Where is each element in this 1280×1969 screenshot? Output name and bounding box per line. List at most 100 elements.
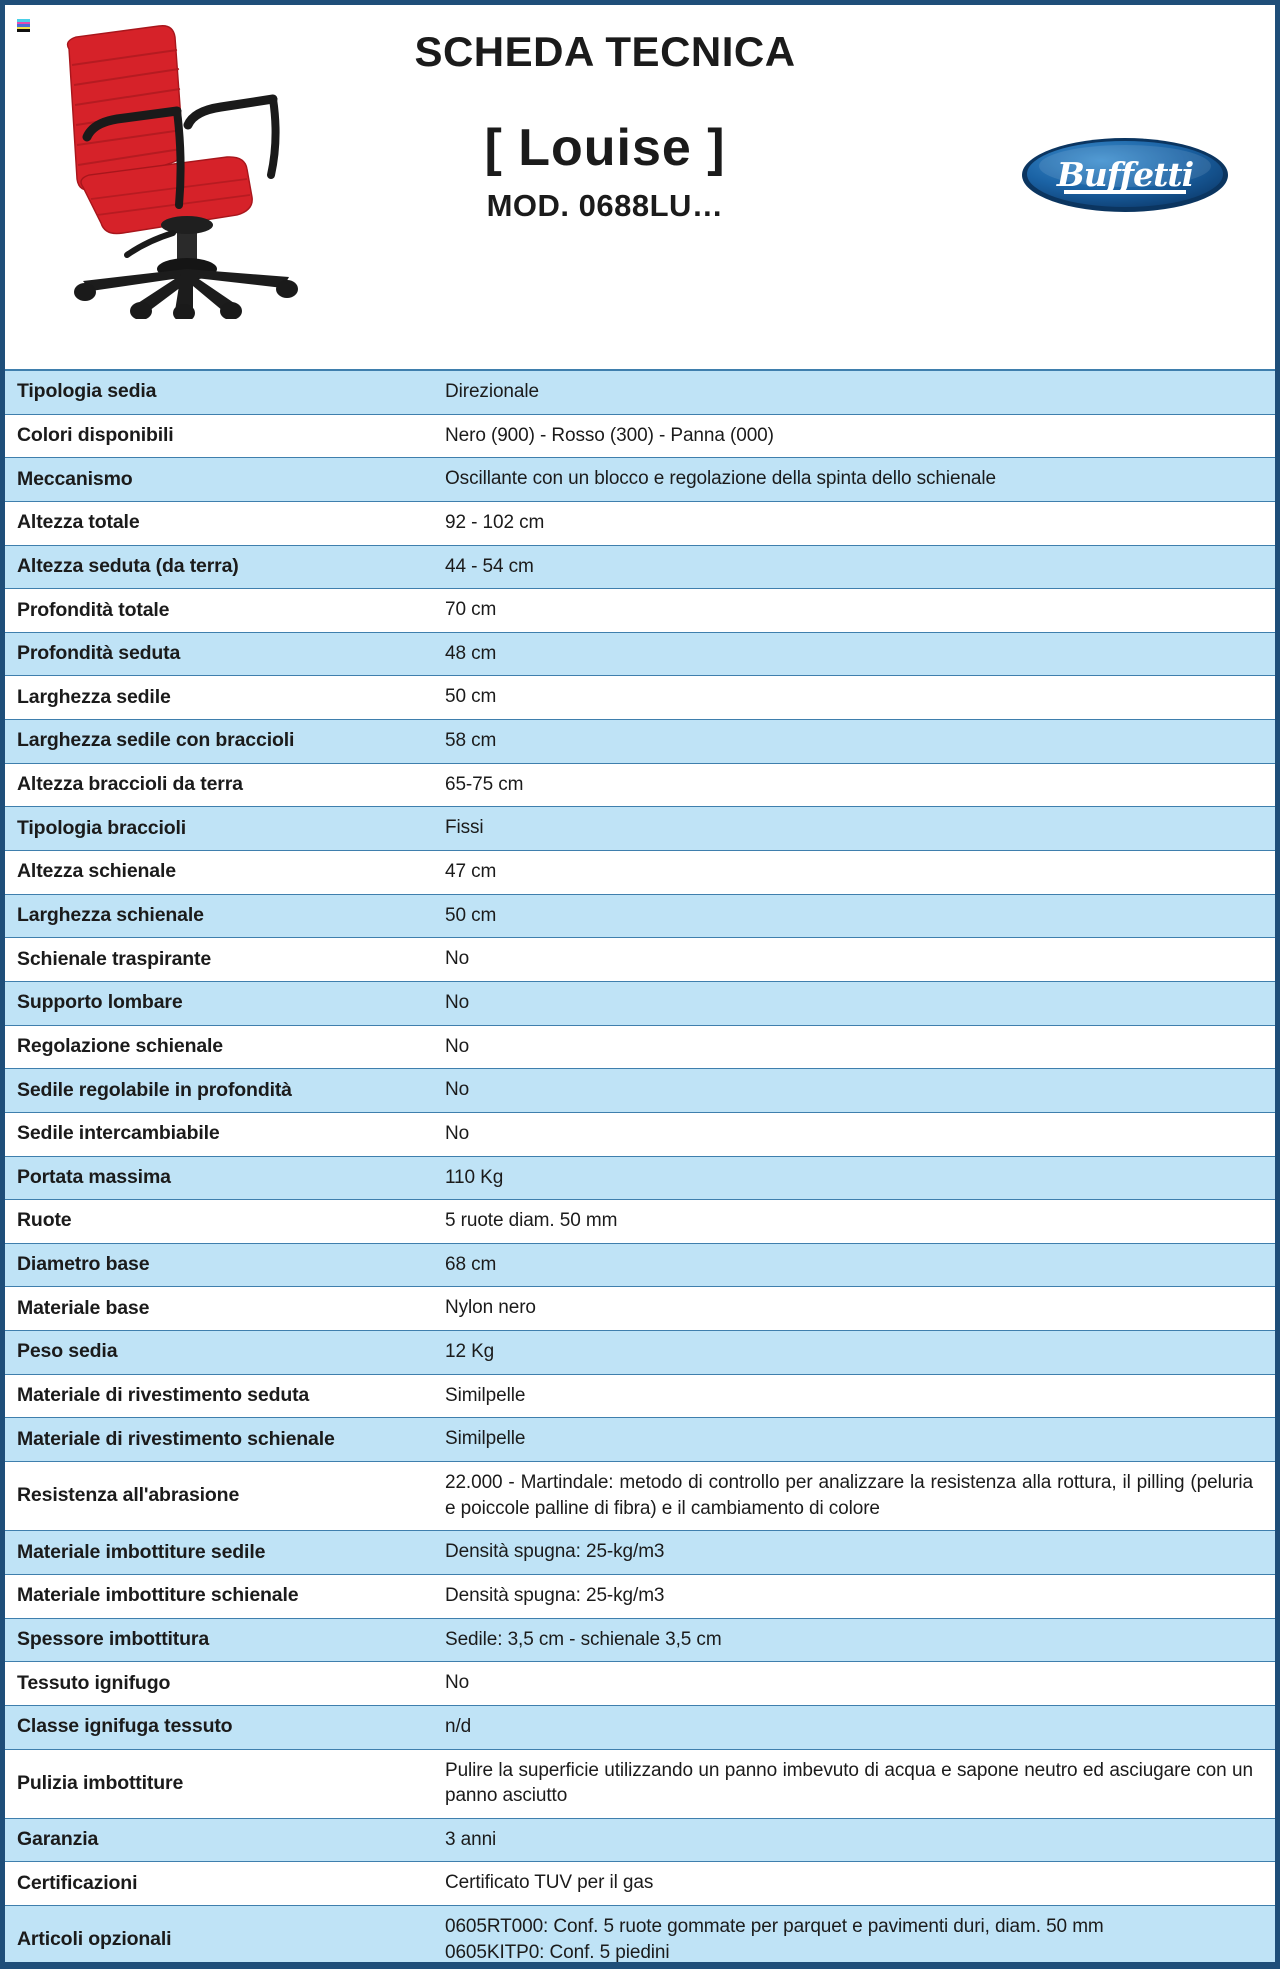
table-row: Spessore imbottitura Sedile: 3,5 cm - sch… — [5, 1617, 1275, 1663]
spec-label: Altezza schienale — [5, 850, 445, 895]
spec-value: Nero (900) - Rosso (300) - Panna (000) — [445, 413, 1275, 459]
spec-label: Garanzia — [5, 1817, 445, 1863]
spec-label: Diametro base — [5, 1242, 445, 1288]
spec-label: Portata massima — [5, 1155, 445, 1201]
spec-label: Materiale imbottiture schienale — [5, 1573, 445, 1619]
spec-value: 50 cm — [445, 893, 1275, 939]
spec-label: Larghezza sedile con braccioli — [5, 719, 445, 764]
spec-value: No — [445, 1661, 1275, 1706]
table-row: Classe ignifuga tessuto n/d — [5, 1704, 1275, 1750]
spec-label: Resistenza all'abrasione — [5, 1461, 445, 1532]
spec-value: Densità spugna: 25-kg/m3 — [445, 1530, 1275, 1575]
model-name: [ Louise ] — [484, 119, 726, 178]
table-row: Portata massima 110 Kg — [5, 1155, 1275, 1201]
spec-label: Colori disponibili — [5, 413, 445, 459]
spec-value: No — [445, 1024, 1275, 1070]
buffetti-logo: Buffetti — [1020, 136, 1230, 214]
table-row: Regolazione schienale No — [5, 1024, 1275, 1070]
table-row: Materiale di rivestimento schienale Simil… — [5, 1417, 1275, 1463]
spec-label: Ruote — [5, 1199, 445, 1244]
spec-value: Pulire la superficie utilizzando un pann… — [445, 1748, 1275, 1819]
spec-value: 50 cm — [445, 675, 1275, 721]
spec-label: Larghezza schienale — [5, 893, 445, 939]
spec-value: 12 Kg — [445, 1330, 1275, 1375]
spec-label: Regolazione schienale — [5, 1024, 445, 1070]
spec-value: 70 cm — [445, 588, 1275, 633]
table-row: Articoli opzionali 0605RT000: Conf. 5 ruo… — [5, 1905, 1275, 1962]
spec-value: No — [445, 937, 1275, 982]
spec-value: 3 anni — [445, 1817, 1275, 1863]
spec-value: Certificato TUV per il gas — [445, 1861, 1275, 1907]
table-row: Altezza totale 92 - 102 cm — [5, 500, 1275, 546]
table-row: Larghezza sedile 50 cm — [5, 675, 1275, 721]
spec-value: Similpelle — [445, 1417, 1275, 1463]
model-code: MOD. 0688LU… — [486, 187, 724, 223]
table-row: Pulizia imbottiture Pulire la superficie … — [5, 1748, 1275, 1819]
spec-label: Materiale imbottiture sedile — [5, 1530, 445, 1575]
table-row: Sedile regolabile in profondità No — [5, 1068, 1275, 1113]
document-header: SCHEDA TECNICA [ Louise ] MOD. 0688LU… B… — [5, 5, 1275, 369]
spec-label: Altezza seduta (da terra) — [5, 544, 445, 590]
spec-value: 65-75 cm — [445, 762, 1275, 808]
spec-label: Pulizia imbottiture — [5, 1748, 445, 1819]
spec-value: 68 cm — [445, 1242, 1275, 1288]
table-row: Materiale di rivestimento seduta Similpel… — [5, 1373, 1275, 1419]
spec-label: Larghezza sedile — [5, 675, 445, 721]
table-row: Ruote 5 ruote diam. 50 mm — [5, 1199, 1275, 1244]
table-row: Profondità totale 70 cm — [5, 588, 1275, 633]
spec-label: Sedile regolabile in profondità — [5, 1068, 445, 1113]
svg-text:Buffetti: Buffetti — [1056, 155, 1194, 194]
spec-value: No — [445, 1068, 1275, 1113]
table-row: Diametro base 68 cm — [5, 1242, 1275, 1288]
spec-label: Materiale base — [5, 1286, 445, 1332]
spec-value: 48 cm — [445, 631, 1275, 677]
table-row: Materiale base Nylon nero — [5, 1286, 1275, 1332]
spec-value: Oscillante con un blocco e regolazione d… — [445, 457, 1275, 502]
spec-label: Profondità seduta — [5, 631, 445, 677]
table-row: Tipologia braccioli Fissi — [5, 806, 1275, 852]
spec-value: 5 ruote diam. 50 mm — [445, 1199, 1275, 1244]
spec-label: Profondità totale — [5, 588, 445, 633]
spec-value: 110 Kg — [445, 1155, 1275, 1201]
spec-value: 92 - 102 cm — [445, 500, 1275, 546]
table-row: Profondità seduta 48 cm — [5, 631, 1275, 677]
product-image-red-office-chair — [31, 19, 306, 322]
spec-label: Altezza braccioli da terra — [5, 762, 445, 808]
table-row: Supporto lombare No — [5, 980, 1275, 1026]
spec-label: Schienale traspirante — [5, 937, 445, 982]
spec-value: Similpelle — [445, 1373, 1275, 1419]
table-row: Certificazioni Certificato TUV per il gas — [5, 1861, 1275, 1907]
spec-value: 0605RT000: Conf. 5 ruote gommate per par… — [445, 1905, 1275, 1962]
title-block: SCHEDA TECNICA [ Louise ] MOD. 0688LU… — [325, 28, 885, 224]
table-row: Tipologia sedia Direzionale — [5, 369, 1275, 415]
spec-value: Densità spugna: 25-kg/m3 — [445, 1573, 1275, 1619]
spec-label: Tessuto ignifugo — [5, 1661, 445, 1706]
spec-label: Classe ignifuga tessuto — [5, 1704, 445, 1750]
spec-value: Fissi — [445, 806, 1275, 852]
spec-label: Altezza totale — [5, 500, 445, 546]
spec-label: Meccanismo — [5, 457, 445, 502]
table-row: Sedile intercambiabile No — [5, 1111, 1275, 1157]
spec-label: Certificazioni — [5, 1861, 445, 1907]
spec-value: No — [445, 980, 1275, 1026]
spec-label: Supporto lombare — [5, 980, 445, 1026]
table-row: Tessuto ignifugo No — [5, 1661, 1275, 1706]
spec-value: n/d — [445, 1704, 1275, 1750]
spec-value: 58 cm — [445, 719, 1275, 764]
page-title: SCHEDA TECNICA — [414, 28, 796, 75]
specifications-body: Tipologia sedia Direzionale Colori disponi… — [5, 369, 1275, 1962]
spec-value: Sedile: 3,5 cm - schienale 3,5 cm — [445, 1617, 1275, 1663]
spec-value: 22.000 - Martindale: metodo di controllo… — [445, 1461, 1275, 1532]
table-row: Altezza braccioli da terra 65-75 cm — [5, 762, 1275, 808]
spec-value: Direzionale — [445, 369, 1275, 415]
table-row: Colori disponibili Nero (900) - Rosso (30… — [5, 413, 1275, 459]
table-row: Larghezza sedile con braccioli 58 cm — [5, 719, 1275, 764]
spec-value: 47 cm — [445, 850, 1275, 895]
table-row: Resistenza all'abrasione 22.000 - Martind… — [5, 1461, 1275, 1532]
spec-label: Sedile intercambiabile — [5, 1111, 445, 1157]
spec-label: Materiale di rivestimento seduta — [5, 1373, 445, 1419]
spec-value: 44 - 54 cm — [445, 544, 1275, 590]
table-row: Larghezza schienale 50 cm — [5, 893, 1275, 939]
spec-value: Nylon nero — [445, 1286, 1275, 1332]
